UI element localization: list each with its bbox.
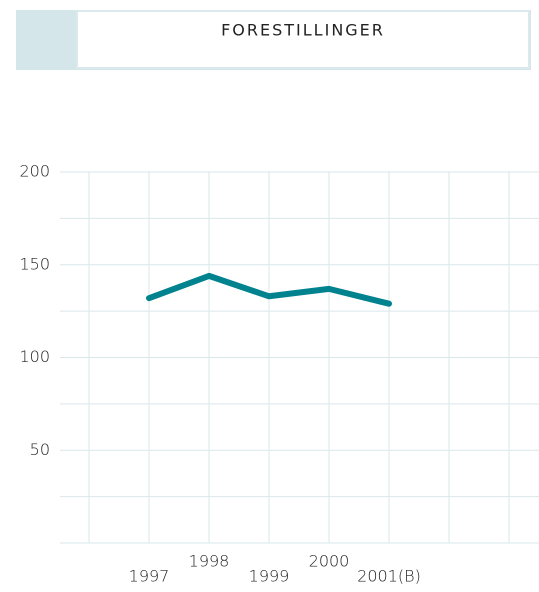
header-box xyxy=(76,10,530,69)
y-tick-label: 50 xyxy=(30,440,50,459)
x-tick-label: 2000 xyxy=(309,552,350,571)
x-tick-label: 2001(B) xyxy=(357,567,421,586)
data-line xyxy=(146,272,392,307)
x-tick-label: 1998 xyxy=(189,552,230,571)
x-tick-label: 1997 xyxy=(129,567,170,586)
x-tick-label: 1999 xyxy=(249,567,290,586)
y-tick-label: 150 xyxy=(19,254,50,273)
y-tick-label: 100 xyxy=(19,347,50,366)
y-tick-label: 200 xyxy=(19,162,50,181)
chart-title: FORESTILLINGER xyxy=(221,21,385,40)
